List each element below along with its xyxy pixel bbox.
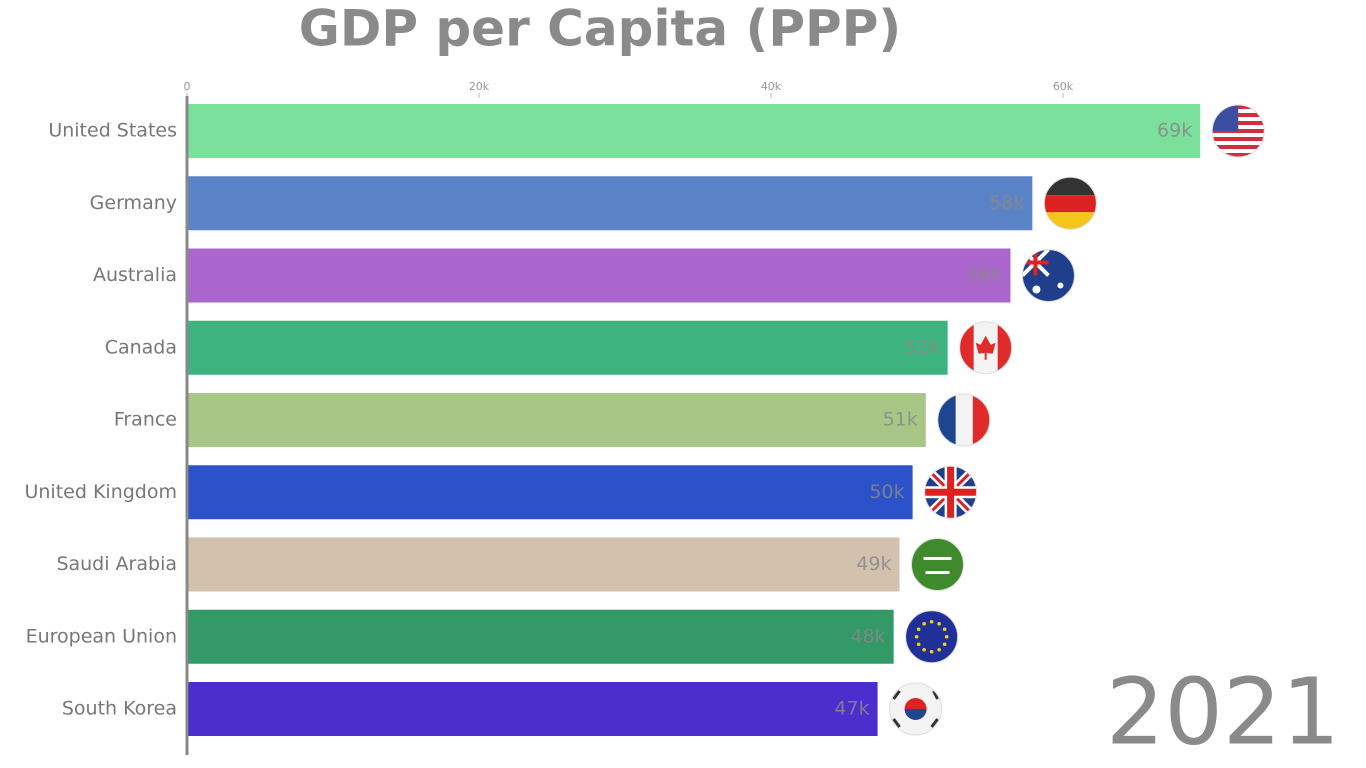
flag-part [944, 634, 949, 639]
flag-body [1212, 105, 1265, 157]
flag-part [1212, 137, 1265, 141]
value-label: 58k [989, 192, 1024, 214]
flag-rim [924, 465, 978, 519]
category-label: Canada [105, 336, 177, 358]
flag [959, 321, 1013, 375]
category-label: United Kingdom [24, 481, 177, 503]
flag-part [923, 557, 952, 574]
x-tick-label: 60k [1053, 80, 1074, 93]
flag-part [916, 642, 921, 647]
flag-part [937, 647, 941, 652]
category-label: European Union [26, 625, 177, 647]
value-label: 56k [967, 264, 1002, 286]
flag-rim [1043, 176, 1097, 230]
bar [187, 248, 1011, 303]
flag-part [904, 698, 927, 709]
bar [187, 609, 894, 664]
flag [905, 610, 959, 664]
flag-rim [910, 538, 964, 591]
flag [1021, 249, 1075, 302]
flag-part [1044, 177, 1097, 196]
flag-rim [959, 321, 1013, 375]
flag-part [937, 621, 941, 626]
flag [937, 393, 991, 447]
flag [1043, 176, 1097, 230]
category-label: South Korea [62, 698, 177, 720]
flag-rim [905, 610, 959, 664]
bar [187, 104, 1201, 158]
flag-body [937, 394, 990, 446]
flag-body [1044, 177, 1097, 230]
flag-part [911, 538, 964, 591]
flag-part [937, 394, 956, 446]
value-label: 69k [1157, 120, 1192, 142]
flag-part [1057, 282, 1064, 289]
value-label: 48k [850, 625, 885, 647]
flag [889, 682, 943, 736]
category-label: Germany [90, 192, 177, 214]
flag-body [911, 538, 964, 591]
value-label: 47k [834, 698, 869, 720]
flag-rim [937, 393, 991, 447]
flag [910, 538, 964, 591]
flag-part [916, 627, 921, 632]
flag-part [1212, 153, 1265, 157]
flag-part [1022, 249, 1049, 276]
category-label: Australia [93, 264, 177, 286]
flag-part [1044, 195, 1097, 213]
flag-body [924, 466, 977, 519]
bar [187, 537, 900, 592]
flag-part [905, 610, 958, 663]
flag-part [922, 647, 926, 652]
bar [187, 393, 926, 447]
bar [187, 465, 913, 520]
bar [187, 682, 878, 736]
chart-title: GDP per Capita (PPP) [299, 0, 901, 58]
flag-part [929, 619, 934, 624]
flag-part [1212, 145, 1265, 149]
x-tick-label: 20k [469, 80, 490, 93]
flag-body [905, 610, 958, 663]
value-label: 50k [869, 481, 904, 503]
flag-body [889, 683, 942, 735]
flag-part [955, 394, 973, 446]
value-label: 51k [883, 409, 918, 431]
flag-part [922, 621, 926, 626]
category-label: Saudi Arabia [56, 553, 177, 575]
bar [187, 320, 948, 375]
value-label: 49k [856, 553, 891, 575]
flag-part [892, 690, 939, 728]
flag-body [1022, 249, 1075, 302]
flag [924, 465, 978, 519]
bar [187, 176, 1033, 231]
flag-part [924, 466, 977, 519]
flag-part [972, 394, 990, 446]
flag-part [1044, 212, 1097, 230]
flag [1211, 104, 1265, 158]
flag-part [1032, 285, 1041, 294]
category-label: France [114, 409, 177, 431]
flag-rim [1021, 249, 1075, 302]
flag-rim [1211, 104, 1265, 158]
flag-rim [889, 682, 943, 736]
flag-part [914, 634, 919, 639]
flag-part [929, 649, 934, 654]
x-tick-label: 40k [761, 80, 782, 93]
x-tick-label: 0 [184, 80, 191, 93]
flag-part [975, 335, 996, 360]
value-label: 52k [904, 336, 939, 358]
year-label: 2021 [1106, 658, 1340, 765]
flag-part [942, 642, 947, 647]
flag-part [904, 709, 927, 720]
category-label: United States [48, 120, 177, 142]
flag-part [942, 627, 947, 632]
